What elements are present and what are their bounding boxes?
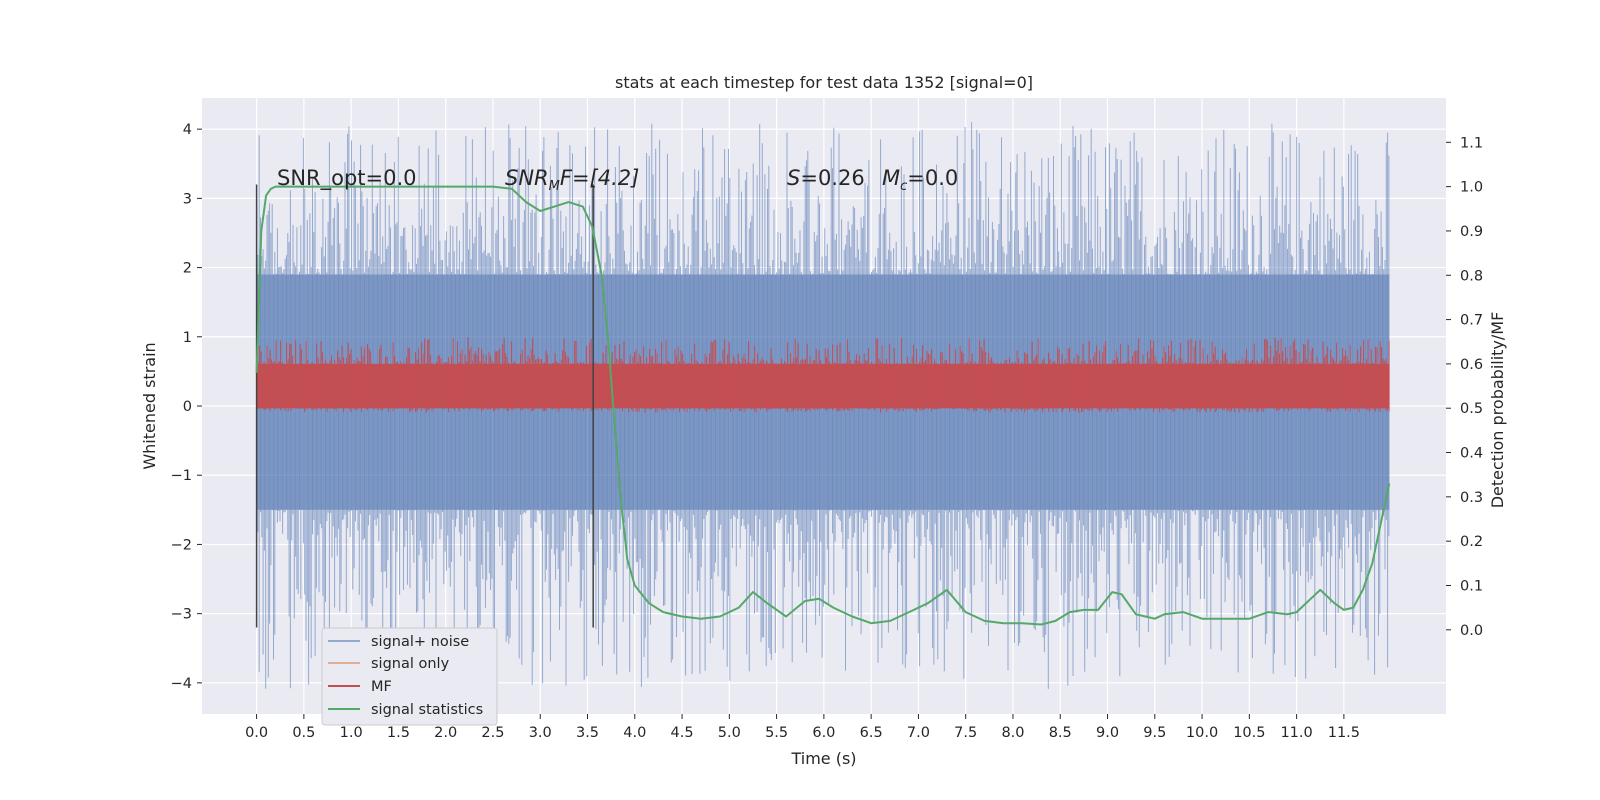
y-tick-label-left: 2 — [183, 261, 192, 277]
legend: signal+ noise signal only MF signal stat… — [321, 627, 498, 726]
legend-label-signal-statistics: signal statistics — [371, 702, 483, 718]
y-tick-label-right: 1.0 — [1460, 180, 1483, 196]
annotation-snr-mf: SNRMF=[4.2] — [505, 166, 639, 194]
y-tick-label-left: 4 — [183, 122, 192, 138]
x-tick-label: 10.5 — [1233, 725, 1265, 741]
y-tick-label-left: 0 — [183, 399, 192, 415]
y-tick-label-right: 0.1 — [1460, 578, 1483, 594]
y-tick-label-left: 1 — [183, 330, 192, 346]
y-tick-label-right: 0.4 — [1460, 446, 1483, 462]
y-tick-label-right: 0.9 — [1460, 224, 1483, 240]
x-axis-label: Time (s) — [790, 749, 856, 768]
y-axis-label-right: Detection probability/MF — [1488, 312, 1507, 509]
legend-label-mf: MF — [371, 679, 392, 695]
x-tick-label: 3.0 — [529, 725, 552, 741]
y-tick-label-left: 3 — [183, 191, 192, 207]
y-tick-label-right: 0.0 — [1460, 623, 1483, 639]
x-tick-label: 1.5 — [387, 725, 410, 741]
x-tick-label: 9.5 — [1143, 725, 1166, 741]
x-tick-label: 2.0 — [434, 725, 457, 741]
signal-statistics-line — [255, 185, 1391, 626]
x-tick-label: 4.0 — [623, 725, 646, 741]
y-tick-label-left: −3 — [171, 607, 192, 623]
x-tick-label: 9.0 — [1096, 725, 1119, 741]
vertical-markers — [255, 184, 594, 628]
x-tick-label: 4.5 — [671, 725, 694, 741]
signal-statistics-series — [255, 185, 1391, 626]
x-tick-label: 0.0 — [245, 725, 268, 741]
y-tick-label-left: −4 — [171, 676, 192, 692]
y-tick-label-right: 0.7 — [1460, 313, 1483, 329]
y-tick-label-left: −1 — [171, 468, 192, 484]
chart-title: stats at each timestep for test data 135… — [615, 73, 1033, 92]
x-tick-label: 7.5 — [954, 725, 977, 741]
legend-label-signal-only: signal only — [371, 656, 450, 672]
y-tick-label-right: 0.2 — [1460, 534, 1483, 550]
x-tick-label: 10.0 — [1186, 725, 1218, 741]
x-tick-label: 11.0 — [1280, 725, 1312, 741]
y-tick-label-right: 0.5 — [1460, 401, 1483, 417]
x-tick-label: 7.0 — [907, 725, 930, 741]
annotation-mc: Mc=0.0 — [882, 166, 958, 194]
x-tick-label: 3.5 — [576, 725, 599, 741]
x-tick-label: 0.5 — [292, 725, 315, 741]
x-tick-label: 5.0 — [718, 725, 741, 741]
legend-label-signal-noise: signal+ noise — [371, 634, 469, 650]
x-tick-label: 6.5 — [860, 725, 883, 741]
x-tick-label: 5.5 — [765, 725, 788, 741]
annotation-snr-opt: SNR_opt=0.0 — [277, 166, 417, 191]
y-tick-label-right: 1.1 — [1460, 135, 1483, 151]
x-tick-label: 8.5 — [1049, 725, 1072, 741]
legend-box — [321, 627, 498, 726]
y-axis-label-left: Whitened strain — [140, 342, 159, 469]
y-tick-label-left: −2 — [171, 537, 192, 553]
axis-ticks: 0.0 0.5 1.0 1.5 2.0 2.5 3.0 3.5 4.0 4.5 5.0 5.5 6.0 6… — [171, 122, 1483, 741]
y-tick-label-right: 0.8 — [1460, 268, 1483, 284]
annotation-s: S=0.26 — [787, 166, 865, 190]
y-tick-label-right: 0.6 — [1460, 357, 1483, 373]
x-tick-label: 6.0 — [812, 725, 835, 741]
x-tick-label: 1.0 — [340, 725, 363, 741]
x-tick-label: 11.5 — [1328, 725, 1360, 741]
mf-series — [256, 337, 1390, 413]
y-tick-label-right: 0.3 — [1460, 490, 1483, 506]
x-tick-label: 2.5 — [481, 725, 504, 741]
x-tick-label: 8.0 — [1001, 725, 1024, 741]
